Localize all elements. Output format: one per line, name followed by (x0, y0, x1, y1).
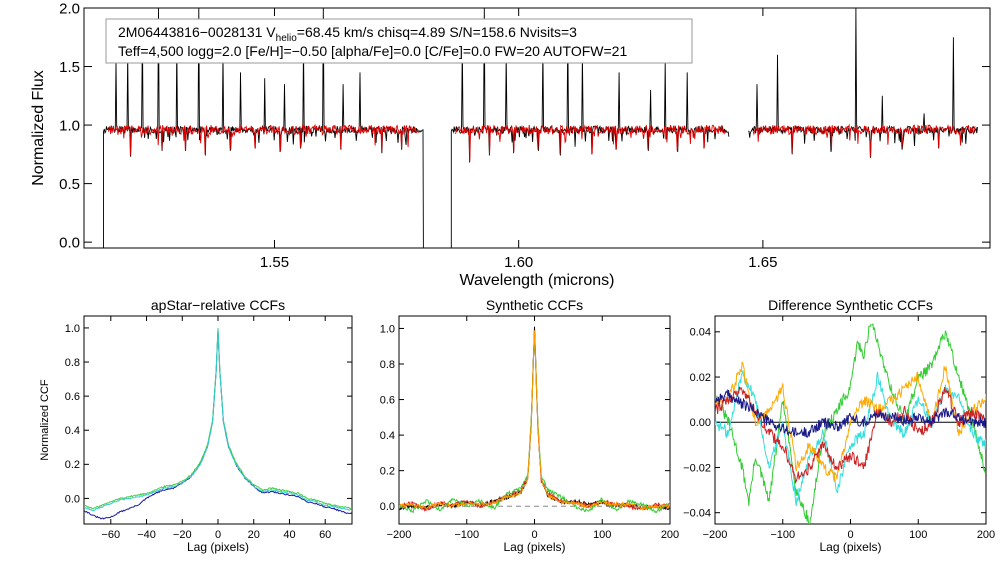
x-tick-label: −100 (454, 529, 479, 541)
x-tick-label: −60 (101, 529, 120, 541)
y-tick-label: 0.02 (690, 372, 711, 384)
y-tick-label: 0.0 (380, 501, 395, 513)
model-spectrum (752, 123, 976, 157)
panel-title: Difference Synthetic CCFs (768, 297, 933, 313)
legend-line-1: 2M06443816−0028131 Vhelio=68.45 km/s chi… (118, 24, 577, 44)
x-tick-label: −200 (703, 529, 728, 541)
x-axis-label: Lag (pixels) (819, 540, 881, 554)
x-tick-label: 40 (283, 529, 295, 541)
y-tick-label: 1.0 (380, 323, 395, 335)
y-axis-label: Normalized Flux (30, 70, 47, 186)
x-tick-label: −200 (387, 529, 412, 541)
diff-green-line (715, 322, 986, 524)
diff-navy-line (715, 388, 986, 439)
y-axis-label: Normalized CCF (39, 379, 51, 461)
ccf-orange-line (399, 330, 670, 511)
synthetic-ccf-panel: −200 −100 0 100 200 0.0 0.2 0.4 0.6 0.8 1.0 Synthet… (380, 297, 679, 554)
y-tick-label: 0.6 (65, 391, 80, 403)
ccf-2-line (84, 328, 352, 510)
y-tick-label: 0.0 (59, 234, 80, 251)
series-group (715, 322, 986, 524)
y-tick-label: 0.4 (65, 425, 80, 437)
x-tick-label: 200 (977, 529, 995, 541)
y-tick-label: 0.2 (65, 459, 80, 471)
y-tick-label: −0.04 (683, 508, 711, 520)
x-axis-label: Lag (pixels) (503, 540, 565, 554)
x-tick-label: 60 (319, 529, 331, 541)
y-tick-label: 0.6 (380, 394, 395, 406)
x-tick-label: 0 (215, 529, 221, 541)
x-tick-label: 20 (248, 529, 260, 541)
x-axis-label: Wavelength (microns) (459, 272, 614, 289)
x-tick-label: −100 (770, 529, 795, 541)
series-group (84, 328, 352, 520)
x-tick-label: 1.60 (504, 254, 533, 271)
spectrum-lines (103, 8, 978, 248)
plot-frame (83, 7, 991, 249)
y-tick-label: 0.0 (65, 493, 80, 505)
y-tick-label: 2.0 (59, 0, 80, 17)
y-tick-label: 1.0 (65, 323, 80, 335)
panel-title: apStar−relative CCFs (151, 297, 285, 313)
panel-title: Synthetic CCFs (486, 297, 583, 313)
x-tick-label: 1.55 (260, 254, 289, 271)
y-tick-label: 0.8 (65, 357, 80, 369)
series-group (399, 326, 670, 514)
difference-ccf-panel: −200 −100 0 100 200 −0.04 −0.02 0.00 0.02 0.04 Dif… (683, 297, 995, 554)
y-tick-label: 1.0 (59, 117, 80, 134)
y-tick-label: 0.04 (690, 327, 711, 339)
y-tick-label: 0.5 (59, 176, 80, 193)
model-spectrum (454, 124, 726, 162)
y-tick-label: 1.5 (59, 59, 80, 76)
x-tick-label: 200 (661, 529, 679, 541)
x-tick-label: 1.65 (748, 254, 777, 271)
x-tick-label: 0 (531, 529, 537, 541)
legend-box (105, 18, 693, 64)
legend-line-2: Teff=4,500 logg=2.0 [Fe/H]=−0.50 [alpha/… (118, 43, 627, 59)
y-tick-label: 0.2 (380, 466, 395, 478)
y-tick-label: −0.02 (683, 462, 711, 474)
x-tick-label: 0 (847, 529, 853, 541)
legend: 2M06443816−0028131 Vhelio=68.45 km/s chi… (105, 18, 693, 64)
model-spectrum (107, 123, 419, 156)
apstar-ccf-panel: −60 −40 −20 0 20 40 60 0.0 0.2 0.4 0.6 0.8 1.0 apStar… (39, 297, 353, 554)
y-tick-label: 0.00 (690, 417, 711, 429)
x-tick-label: 100 (593, 529, 611, 541)
x-tick-label: 100 (909, 529, 927, 541)
y-tick-label: 0.4 (380, 430, 395, 442)
x-tick-label: −40 (137, 529, 156, 541)
ccf-3-line (84, 329, 352, 512)
y-tick-label: 0.8 (380, 359, 395, 371)
x-tick-label: −20 (173, 529, 192, 541)
spectrum-panel: 1.55 1.60 1.65 0.0 0.5 1.0 1.5 2.0 Wavelength (m… (30, 0, 991, 289)
x-axis-label: Lag (pixels) (187, 540, 249, 554)
